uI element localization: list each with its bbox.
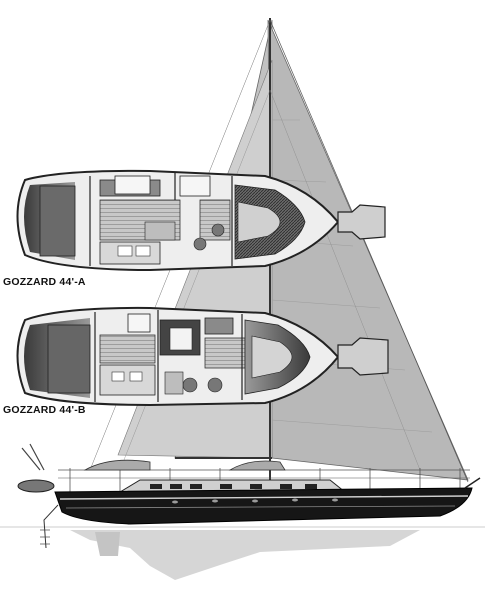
plan-b-label: GOZZARD 44'-B bbox=[3, 404, 86, 416]
water-reflection bbox=[0, 526, 485, 580]
plan-a-label: GOZZARD 44'-A bbox=[3, 276, 86, 288]
plan-b bbox=[16, 306, 389, 407]
plan-a bbox=[16, 169, 386, 272]
hull-profile bbox=[17, 443, 481, 549]
dinghy bbox=[17, 479, 55, 493]
